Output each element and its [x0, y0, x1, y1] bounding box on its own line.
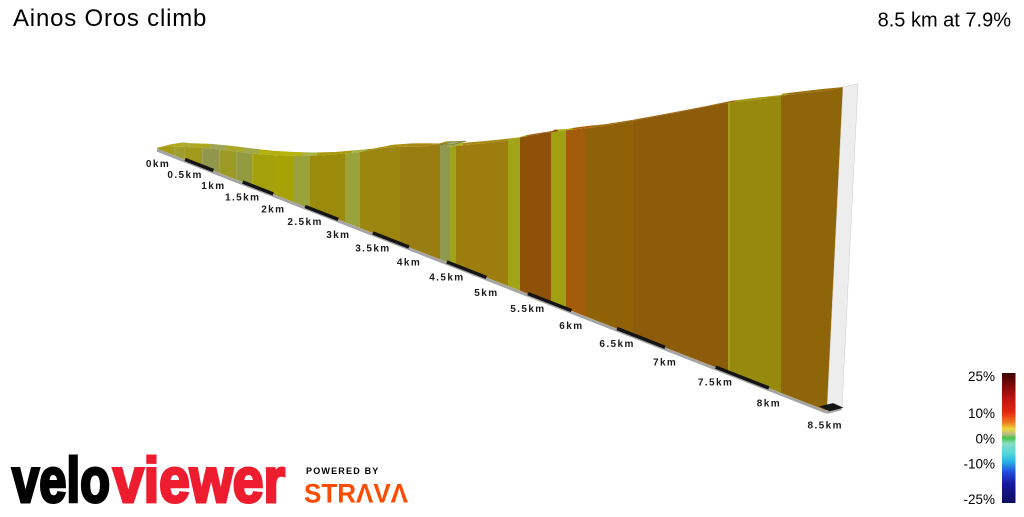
svg-text:5km: 5km	[474, 288, 498, 299]
svg-text:velo: velo	[12, 446, 110, 512]
svg-text:5.5km: 5.5km	[510, 304, 545, 315]
svg-text:0.5km: 0.5km	[167, 170, 202, 181]
svg-text:1km: 1km	[201, 181, 225, 192]
svg-text:2.5km: 2.5km	[287, 217, 322, 228]
svg-text:2km: 2km	[261, 204, 285, 215]
svg-text:0km: 0km	[146, 159, 170, 170]
svg-text:0%: 0%	[975, 432, 995, 447]
svg-text:viewer: viewer	[113, 446, 285, 512]
svg-text:25%: 25%	[968, 369, 995, 384]
svg-text:7.5km: 7.5km	[698, 378, 733, 389]
svg-text:4km: 4km	[397, 258, 421, 269]
svg-text:8.5km: 8.5km	[808, 420, 843, 431]
svg-text:6km: 6km	[559, 321, 583, 332]
svg-text:-10%: -10%	[963, 457, 995, 472]
svg-text:3km: 3km	[326, 230, 350, 241]
svg-text:-25%: -25%	[963, 492, 995, 507]
svg-text:3.5km: 3.5km	[355, 243, 390, 254]
svg-text:1.5km: 1.5km	[225, 192, 260, 203]
svg-text:POWERED BY: POWERED BY	[306, 466, 380, 476]
svg-text:7km: 7km	[653, 358, 677, 369]
svg-text:8.5 km at 7.9%: 8.5 km at 7.9%	[878, 10, 1012, 32]
svg-text:STRΛVΛ: STRΛVΛ	[304, 479, 408, 509]
svg-text:6.5km: 6.5km	[599, 339, 634, 350]
svg-text:Ainos Oros climb: Ainos Oros climb	[13, 5, 207, 32]
svg-text:10%: 10%	[968, 406, 995, 421]
svg-text:4.5km: 4.5km	[429, 272, 464, 283]
svg-text:8km: 8km	[757, 398, 781, 409]
